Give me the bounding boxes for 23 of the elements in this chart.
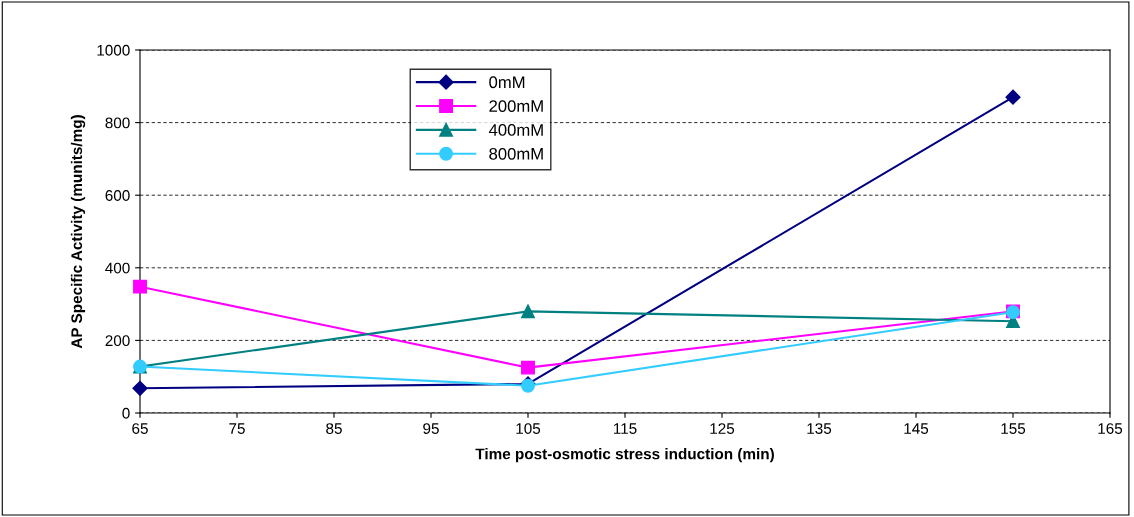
y-tick-label: 800 <box>105 117 130 129</box>
x-tick-label: 125 <box>710 423 735 434</box>
x-tick-label: 85 <box>326 423 342 434</box>
x-tick-label: 105 <box>516 423 541 434</box>
y-tick-label: 1000 <box>97 44 130 56</box>
x-tick-label: 65 <box>132 423 148 434</box>
legend-label: 400mM <box>488 124 543 136</box>
y-tick-label: 0 <box>122 407 130 419</box>
y-tick-label: 600 <box>105 190 130 201</box>
x-tick-label: 95 <box>423 423 439 434</box>
x-tick-label: 115 <box>613 423 637 434</box>
x-tick-label: 75 <box>229 423 245 434</box>
x-tick-label: 135 <box>807 423 832 434</box>
legend-label: 200mM <box>489 100 543 112</box>
legend-label: 800mM <box>489 147 543 160</box>
y-tick-label: 200 <box>105 335 130 347</box>
x-axis-title: Time post-osmotic stress induction (min) <box>475 448 774 463</box>
y-axis-title: AP Specific Activity (munits/mg) <box>70 115 86 349</box>
x-tick-label: 155 <box>1001 423 1026 434</box>
x-tick-label: 145 <box>904 423 929 434</box>
x-tick-label: 165 <box>1098 423 1123 434</box>
y-tick-label: 400 <box>105 262 130 274</box>
legend-label: 0mM <box>489 76 525 89</box>
